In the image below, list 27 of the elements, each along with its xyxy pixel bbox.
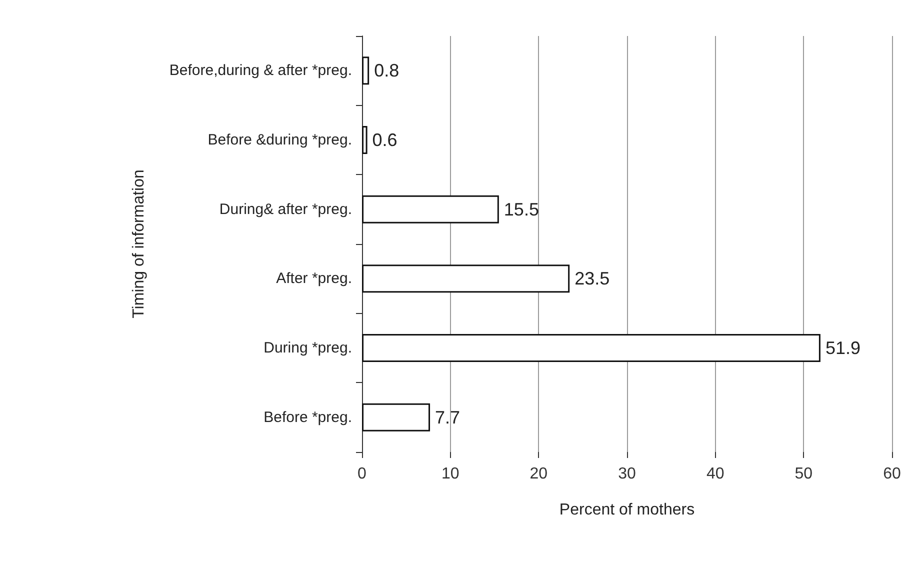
data-label: 0.6 xyxy=(372,130,398,150)
bar xyxy=(362,403,430,432)
y-tick-label: Before,during & after *preg. xyxy=(169,62,352,80)
x-axis-title: Percent of mothers xyxy=(559,502,695,518)
y-tick-label: Before *preg. xyxy=(264,408,352,426)
y-tick-label: Before &during *preg. xyxy=(208,132,352,148)
y-tick-label: During& after *preg. xyxy=(219,200,352,218)
data-label: 0.8 xyxy=(374,60,400,81)
bar xyxy=(362,195,499,224)
x-tick-label: 30 xyxy=(618,466,636,482)
data-label: 7.7 xyxy=(435,407,460,428)
data-label: 23.5 xyxy=(574,268,610,289)
x-tick-label: 10 xyxy=(441,466,460,482)
bar xyxy=(362,56,370,85)
data-label: 51.9 xyxy=(825,338,860,358)
x-tick-label: 20 xyxy=(530,466,548,482)
bar xyxy=(362,334,820,362)
x-tick-label: 50 xyxy=(794,466,813,482)
y-tick-label: During *preg. xyxy=(264,340,352,356)
y-tick-label: After *preg. xyxy=(276,270,352,288)
x-tick-label: 60 xyxy=(883,466,901,482)
x-tick-label: 40 xyxy=(706,466,724,482)
data-label: 15.5 xyxy=(504,199,539,220)
bar xyxy=(362,264,570,293)
bar xyxy=(362,126,368,154)
x-tick-label: 0 xyxy=(358,466,367,482)
y-axis-title: Timing of information xyxy=(130,170,148,318)
